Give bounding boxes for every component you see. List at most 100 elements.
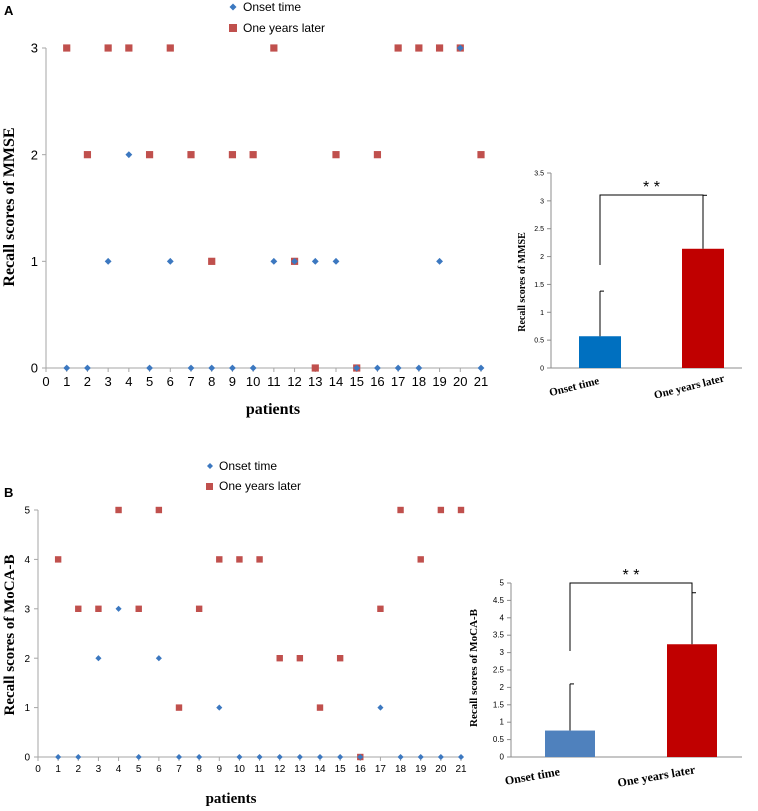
x-tick-label-b: 9: [217, 764, 223, 775]
x-tick-label-b: 7: [176, 764, 182, 775]
x-tick-label-a: 14: [329, 374, 343, 389]
point-onset-a: [353, 364, 361, 372]
y-tick-label-b: 3: [24, 604, 30, 615]
y-tick-label-b: 0: [24, 753, 30, 764]
legend-label-onset-b: Onset time: [219, 459, 277, 473]
point-later-b: [437, 506, 445, 514]
bar-chart-a: Recall scores of MMSE 0 0.5 1 1.5 2 2.5 3 3.5 On…: [517, 171, 742, 402]
point-onset-b: [115, 605, 122, 612]
bar-y-tick-label-b: 4.5: [493, 596, 505, 605]
x-tick-label-a: 6: [167, 374, 174, 389]
y-tick-label-b: 4: [24, 555, 30, 566]
point-later-b: [195, 605, 203, 612]
bar-y-tick-label-b: 2.5: [493, 666, 505, 675]
x-tick-label-a: 5: [146, 374, 153, 389]
x-axis-label-b: patients: [206, 791, 257, 807]
bar-later-b: [667, 644, 717, 757]
point-onset-b: [357, 753, 364, 761]
point-later-b: [377, 605, 384, 612]
x-tick-label-a: 2: [84, 374, 91, 389]
x-tick-label-b: 11: [254, 764, 265, 775]
x-tick-label-b: 3: [96, 764, 102, 775]
point-later-a: [125, 44, 133, 52]
x-tick-label-a: 11: [267, 374, 281, 389]
point-later-b: [175, 704, 183, 711]
x-tick-label-b: 13: [294, 764, 306, 775]
x-tick-label-a: 15: [349, 374, 363, 389]
x-tick-label-a: 8: [208, 374, 215, 389]
significance-stars-a: * *: [643, 179, 660, 196]
point-later-b: [95, 605, 102, 612]
point-onset-a: [394, 364, 402, 372]
bar-y-tick-label-b: 1: [500, 718, 505, 727]
point-later-a: [332, 151, 340, 159]
y-tick-label-b: 1: [24, 703, 30, 714]
bar-y-tick-label-a: 2.5: [534, 226, 544, 233]
bar-y-tick-label-a: 3.5: [534, 171, 544, 178]
panel-label-a: A: [4, 3, 14, 18]
point-later-b: [155, 506, 163, 514]
point-later-b: [336, 655, 344, 662]
legend-b: Onset time One years later: [206, 459, 301, 493]
point-later-a: [208, 257, 216, 265]
point-onset-b: [75, 753, 82, 761]
point-onset-a: [270, 257, 278, 265]
significance-bracket-b: [569, 582, 693, 651]
legend-a: Onset time One years later: [229, 0, 325, 35]
point-onset-a: [436, 257, 443, 265]
point-later-b: [296, 655, 304, 662]
x-tick-label-b: 18: [395, 764, 407, 775]
y-tick-label-b: 2: [24, 654, 30, 665]
point-later-a: [104, 44, 112, 52]
point-onset-a: [477, 364, 485, 372]
point-onset-a: [146, 364, 153, 372]
point-later-a: [373, 151, 382, 159]
point-onset-b: [337, 753, 344, 761]
point-onset-a: [332, 257, 340, 265]
point-later-a: [435, 44, 444, 52]
x-tick-label-a: 16: [370, 374, 384, 389]
legend-marker-later-a: [229, 24, 237, 32]
point-later-b: [256, 556, 263, 563]
x-tick-label-a: 19: [432, 374, 446, 389]
point-later-a: [270, 44, 278, 52]
x-tick-label-b: 15: [335, 764, 347, 775]
bar-y-tick-label-a: 0.5: [534, 338, 544, 345]
legend-marker-onset-a: [229, 3, 237, 11]
point-later-a: [145, 151, 154, 159]
point-onset-a: [415, 364, 423, 372]
x-tick-label-b: 19: [415, 764, 427, 775]
bar-category-label-b: Onset time: [504, 764, 562, 788]
significance-stars-b: * *: [623, 567, 640, 584]
x-tick-label-b: 2: [76, 764, 82, 775]
point-onset-b: [155, 655, 162, 662]
point-onset-b: [196, 753, 203, 761]
point-later-a: [187, 151, 195, 159]
point-onset-b: [175, 753, 183, 761]
point-later-b: [417, 556, 424, 563]
point-later-b: [276, 655, 283, 662]
bar-y-tick-label-a: 3: [540, 198, 544, 205]
x-tick-label-a: 17: [391, 374, 405, 389]
point-onset-b: [276, 753, 283, 761]
significance-bracket-a: [599, 194, 704, 265]
bar-category-label-b: One years later: [616, 762, 697, 790]
point-later-b: [115, 506, 122, 514]
bar-y-tick-label-b: 1.5: [493, 700, 505, 709]
x-tick-label-b: 17: [375, 764, 387, 775]
x-tick-label-a: 9: [229, 374, 236, 389]
point-later-b: [54, 556, 62, 563]
point-later-b: [135, 605, 142, 612]
bar-y-tick-label-b: 5: [500, 579, 505, 588]
legend-label-later-b: One years later: [219, 479, 301, 493]
legend-marker-later-b: [206, 483, 213, 490]
x-tick-label-b: 21: [455, 764, 467, 775]
point-later-a: [63, 44, 71, 52]
point-onset-a: [249, 364, 257, 372]
x-tick-label-b: 6: [156, 764, 162, 775]
point-onset-a: [125, 151, 133, 159]
point-later-a: [415, 44, 423, 52]
bar-category-label-a: Onset time: [548, 375, 601, 399]
scatter-chart-a: Onset time One years later Recall scores…: [1, 0, 488, 418]
